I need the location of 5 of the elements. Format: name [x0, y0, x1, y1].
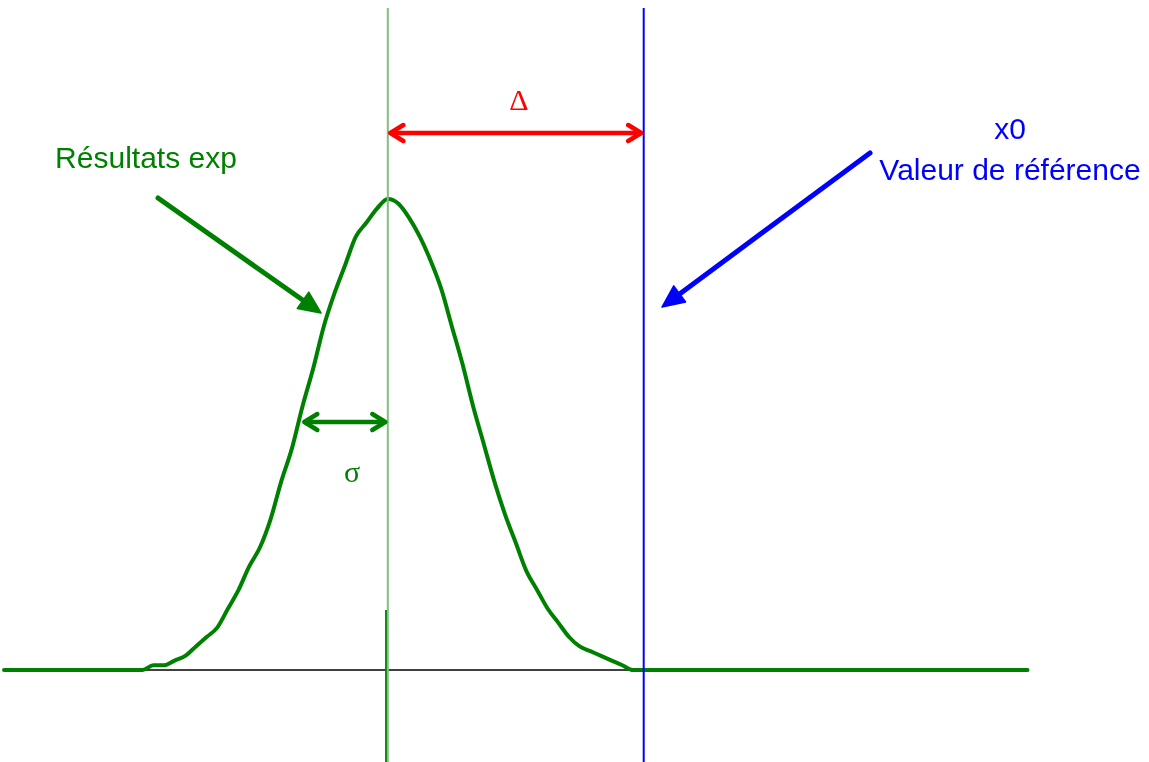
annotation: σ [343, 455, 361, 488]
text: Δ [509, 83, 529, 116]
text: x0 [994, 112, 1026, 145]
text: Valeur de référence [879, 153, 1141, 186]
text: Résultats exp [55, 141, 237, 174]
